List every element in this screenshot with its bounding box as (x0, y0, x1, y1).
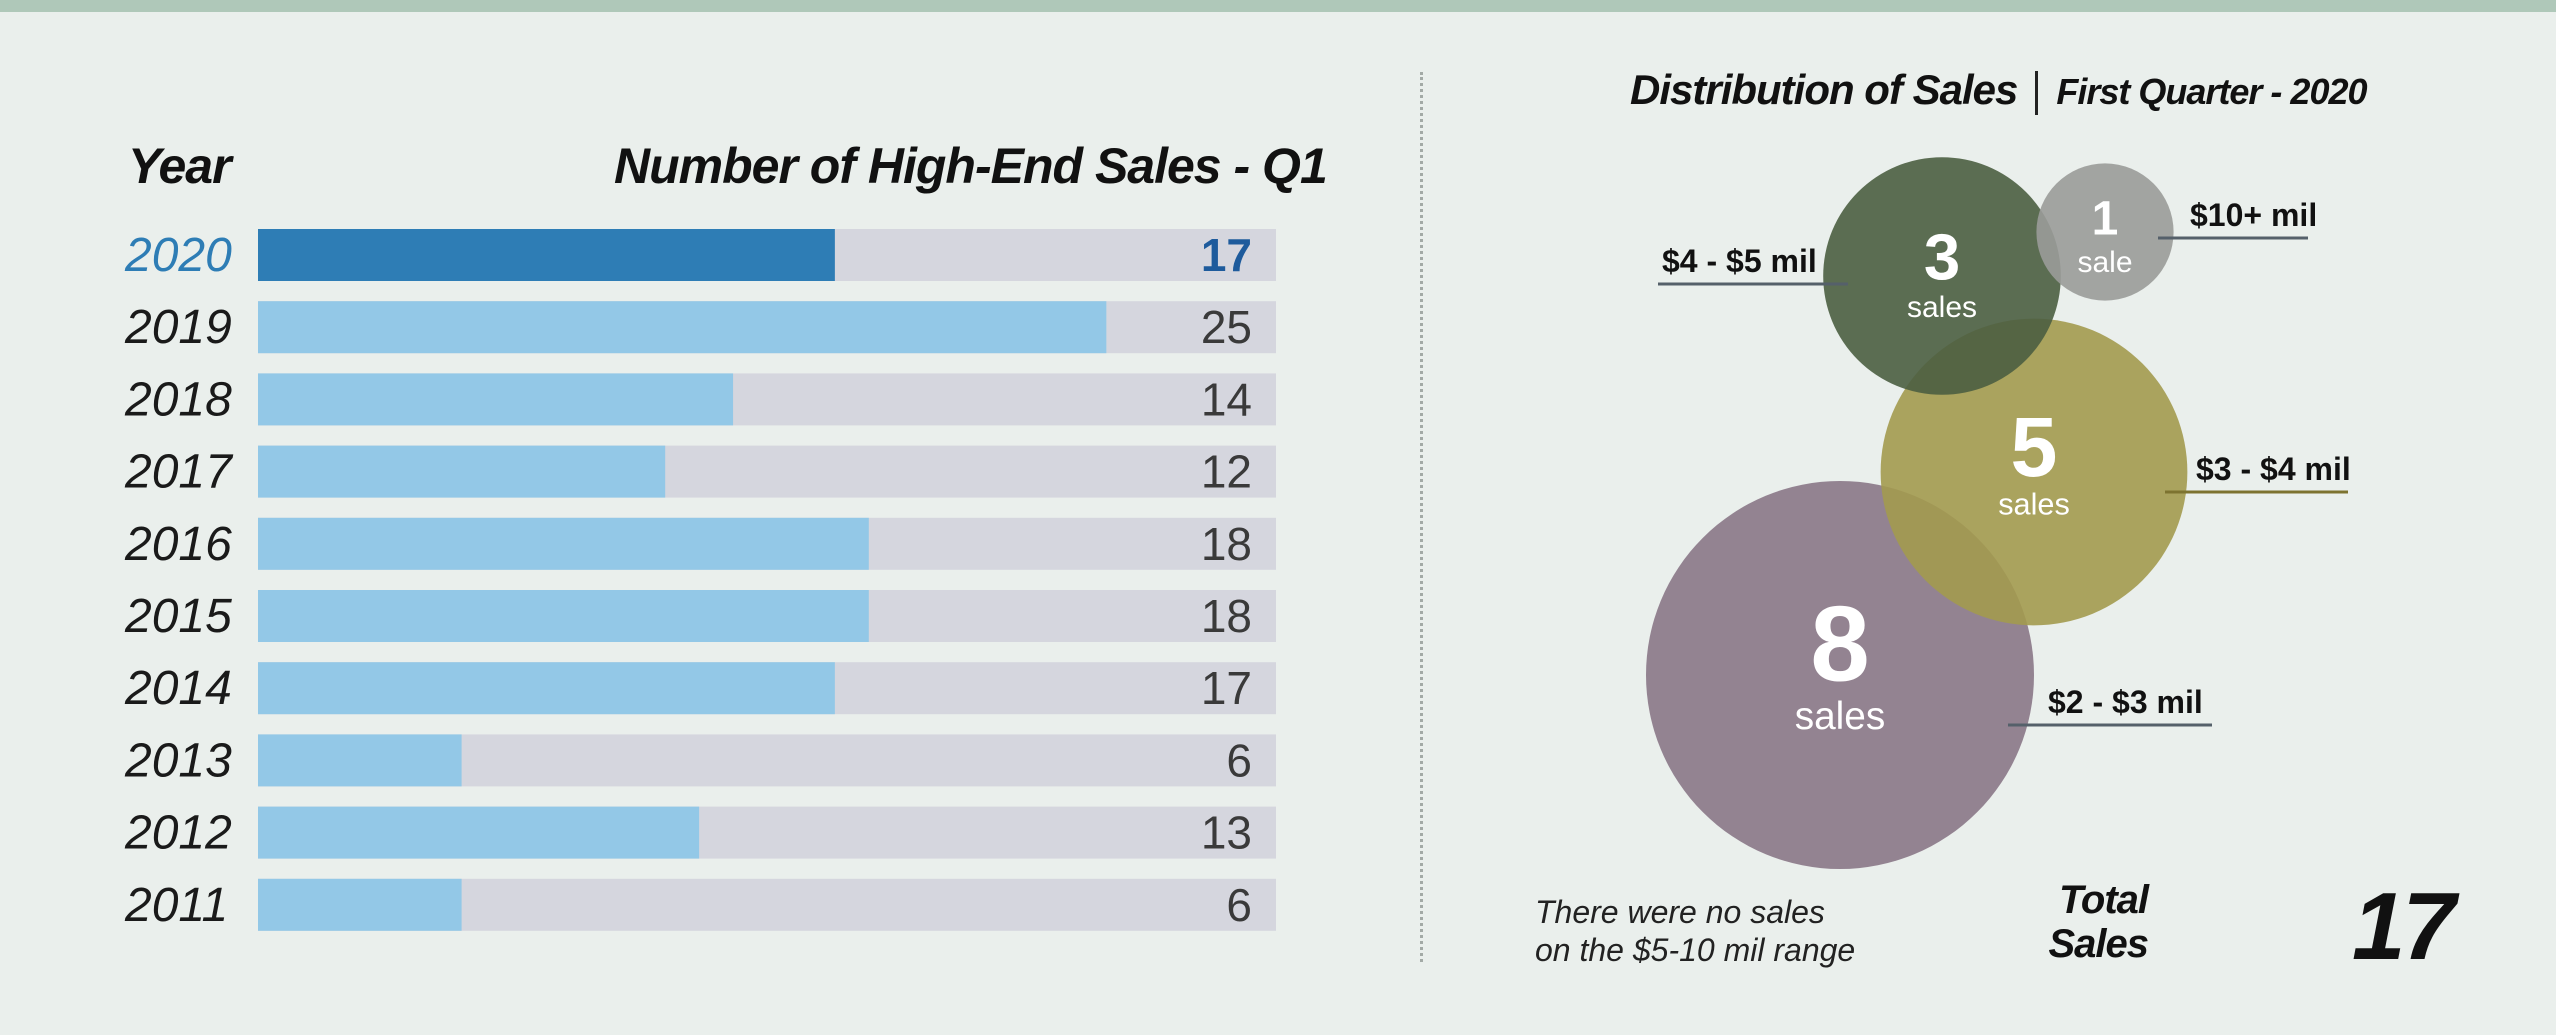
bubble-count-3-4-mil: 5 (2011, 400, 2058, 494)
bubble-unit-10-mil: sale (2077, 246, 2132, 279)
distribution-subtitle: First Quarter - 2020 (2056, 71, 2367, 112)
bubble-3-4-mil (1880, 318, 2188, 626)
value-label-2013: 6 (1226, 734, 1252, 786)
year-label-2019: 2019 (124, 301, 232, 354)
value-label-2011: 6 (1226, 879, 1252, 931)
bubble-unit-4-5-mil: sales (1907, 291, 1977, 324)
sales-column-header: Number of High-End Sales - Q1 (614, 138, 1328, 194)
bar-2015 (258, 590, 869, 642)
range-label-3-4-mil: $3 - $4 mil (2196, 451, 2351, 487)
year-label-2011: 2011 (124, 879, 228, 932)
year-label-2016: 2016 (124, 518, 232, 571)
year-label-2013: 2013 (124, 734, 232, 787)
range-label-10-mil: $10+ mil (2190, 197, 2317, 233)
bubble-unit-2-3-mil: sales (1795, 695, 1886, 738)
value-label-2020: 17 (1201, 229, 1252, 281)
bar-2014 (258, 662, 835, 715)
no-sales-note: There were no sales on the $5-10 mil ran… (1535, 893, 1855, 969)
bar-2020 (258, 229, 835, 281)
value-label-2015: 18 (1201, 590, 1252, 642)
distribution-title-main: Distribution of Sales (1630, 66, 2018, 113)
value-label-2019: 25 (1201, 301, 1252, 353)
bubble-count-10-mil: 1 (2092, 192, 2119, 245)
total-sales-label: Total Sales (1948, 878, 2149, 966)
distribution-title: Distribution of Sales First Quarter - 202… (1630, 66, 2368, 115)
note-line-2: on the $5-10 mil range (1535, 932, 1856, 968)
bubble-4-5-mil (1823, 157, 2061, 395)
bar-2019 (258, 301, 1107, 354)
top-accent-bar (0, 0, 2556, 12)
bar-2017 (258, 445, 666, 498)
range-label-2-3-mil: $2 - $3 mil (2048, 684, 2203, 720)
bubble-10-mil (2036, 163, 2174, 301)
value-label-2018: 14 (1201, 373, 1252, 425)
title-separator (2035, 70, 2039, 115)
year-label-2017: 2017 (124, 446, 234, 499)
year-label-2020: 2020 (124, 229, 232, 282)
year-label-2015: 2015 (124, 590, 232, 643)
value-label-2016: 18 (1201, 518, 1252, 570)
note-line-1: There were no sales (1535, 894, 1825, 930)
bar-2016 (258, 517, 869, 570)
value-label-2014: 17 (1201, 662, 1252, 714)
year-label-2014: 2014 (124, 662, 232, 715)
bubble-count-2-3-mil: 8 (1810, 583, 1869, 703)
bar-2012 (258, 806, 700, 859)
total-label-line-1: Total (2058, 878, 2149, 922)
range-label-4-5-mil: $4 - $5 mil (1662, 243, 1817, 279)
bar-2013 (258, 734, 462, 787)
value-label-2012: 13 (1201, 807, 1252, 859)
year-label-2012: 2012 (124, 807, 232, 860)
total-sales-value: 17 (2352, 873, 2456, 980)
value-label-2017: 12 (1201, 446, 1252, 498)
bar-2011 (258, 878, 462, 931)
panel-divider (1420, 72, 1423, 962)
bar-2018 (258, 373, 734, 426)
year-label-2018: 2018 (124, 373, 232, 426)
bubble-count-4-5-mil: 3 (1924, 220, 1960, 293)
sales-bar-chart: 2020 17 2019 25 2018 14 2017 12 2016 18 2015 18 2014… (124, 229, 1276, 932)
bubble-unit-3-4-mil: sales (1998, 488, 2070, 522)
year-column-header: Year (128, 138, 232, 194)
total-label-line-2: Sales (2048, 922, 2149, 966)
